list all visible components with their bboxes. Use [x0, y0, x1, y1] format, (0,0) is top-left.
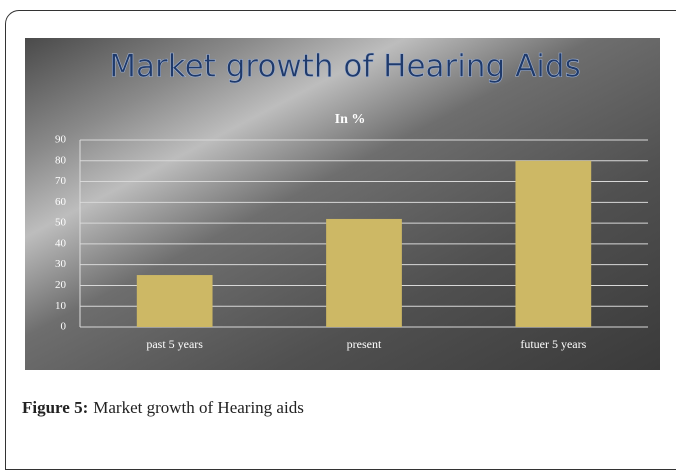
caption: Figure 5: Market growth of Hearing aids [22, 398, 304, 418]
y-tick-label: 90 [55, 134, 67, 146]
y-tick-label: 40 [55, 237, 67, 249]
page: Market growth of Hearing Aids In % 0 10 20… [5, 10, 676, 470]
bar [326, 218, 402, 327]
caption-text: Market growth of Hearing aids [93, 398, 304, 417]
bar [515, 160, 592, 327]
chart: Market growth of Hearing Aids In % 0 10 20… [25, 38, 660, 370]
y-tick-label: 50 [55, 217, 67, 229]
x-tick-label: futuer 5 years [520, 337, 586, 351]
y-tick-label: 20 [55, 279, 67, 291]
y-tick-label: 30 [55, 258, 67, 270]
y-tick-label: 0 [61, 321, 67, 333]
chart-subtitle: In % [335, 112, 366, 127]
y-tick-label: 10 [55, 300, 67, 312]
caption-label: Figure 5: [22, 398, 89, 417]
y-tick-label: 60 [55, 196, 67, 208]
y-tick-label: 70 [55, 175, 67, 187]
bar [136, 275, 213, 327]
x-tick-label: past 5 years [146, 337, 203, 351]
chart-title: Market growth of Hearing Aids [109, 49, 580, 85]
y-tick-label: 80 [55, 154, 67, 166]
x-tick-label: present [347, 337, 382, 351]
